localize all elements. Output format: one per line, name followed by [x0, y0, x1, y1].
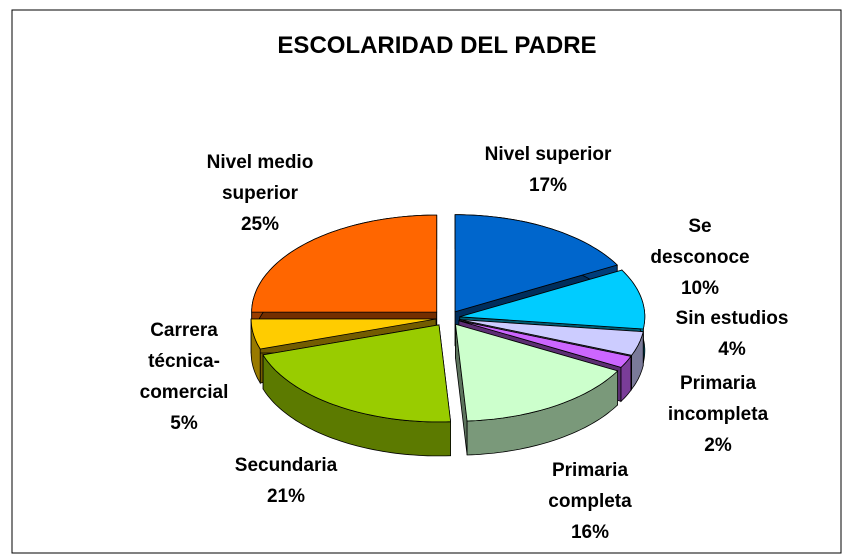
data-label-name: Nivel superior — [485, 144, 612, 165]
slice — [251, 214, 438, 313]
data-label: 2% — [704, 435, 732, 456]
slice — [262, 324, 452, 423]
data-label: 25% — [241, 214, 279, 235]
slice — [455, 323, 619, 422]
data-label: 10% — [681, 278, 719, 299]
slice — [459, 319, 644, 356]
data-label: 5% — [170, 413, 198, 434]
data-label: 16% — [571, 522, 609, 543]
data-label: 4% — [718, 339, 746, 360]
data-label-name: Carrera técnica-comercial — [140, 320, 229, 403]
data-label-name: Primaria completa — [548, 460, 632, 512]
data-label-name: Se desconoce — [650, 216, 749, 268]
data-label: 21% — [267, 486, 305, 507]
slice — [454, 214, 618, 313]
chart-title: ESCOLARIDAD DEL PADRE — [277, 32, 596, 59]
data-label-name: Nivel medio superior — [207, 152, 314, 204]
slice — [458, 320, 632, 368]
data-label-name: Primaria incompleta — [668, 373, 769, 425]
pie-tops — [250, 214, 646, 423]
data-label-name: Secundaria — [235, 455, 338, 476]
data-label-name: Sin estudios — [676, 308, 789, 329]
pie-labels: Nivel superior 17% Se desconoce 10% Sin estud… — [140, 144, 789, 543]
data-label: 17% — [529, 175, 567, 196]
slice — [250, 318, 437, 350]
slice — [459, 269, 646, 330]
